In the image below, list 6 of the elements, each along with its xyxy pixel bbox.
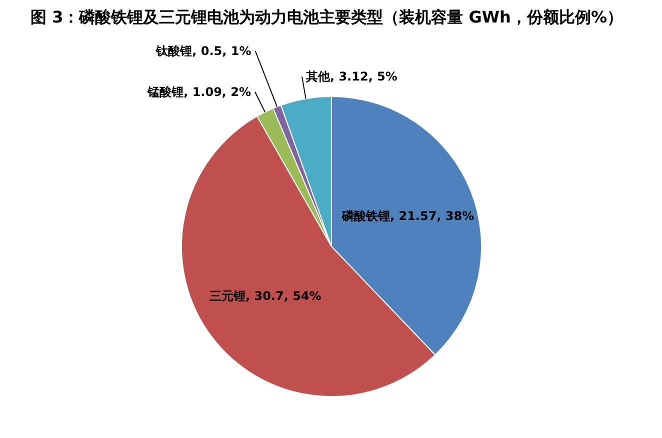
- slice-label: 其他, 3.12, 5%: [304, 70, 398, 84]
- slice-label: 磷酸铁锂, 21.57, 38%: [340, 208, 474, 223]
- slice-label: 钛酸锂, 0.5, 1%: [155, 44, 252, 58]
- slice-label: 三元锂, 30.7, 54%: [209, 288, 322, 303]
- chart-title: 图 3：磷酸铁锂及三元锂电池为动力电池主要类型（装机容量 GWh，份额比例%）: [30, 8, 623, 26]
- slice-label: 锰酸锂, 1.09, 2%: [146, 84, 252, 99]
